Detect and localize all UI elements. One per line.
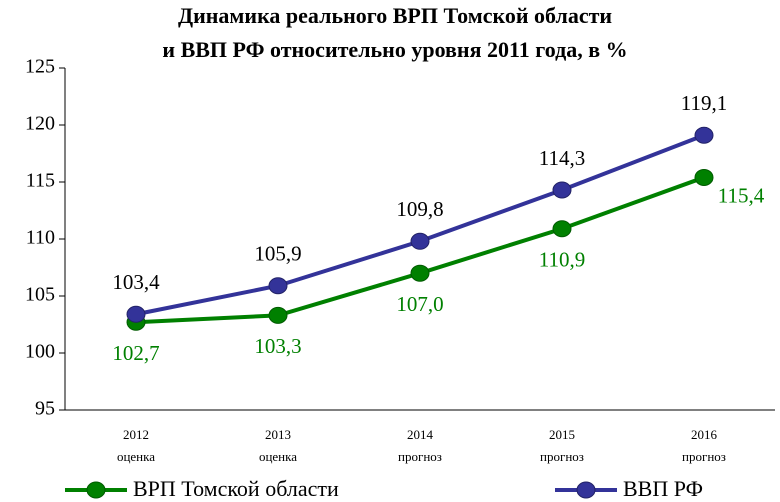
data-label: 103,4: [112, 270, 160, 294]
x-tick-label: 2015: [549, 427, 575, 442]
data-label: 119,1: [681, 91, 727, 115]
x-tick-label: прогноз: [682, 449, 726, 464]
y-tick-label: 120: [25, 113, 55, 135]
x-tick-label: оценка: [259, 449, 297, 464]
x-tick-label: прогноз: [398, 449, 442, 464]
point: [552, 220, 572, 238]
point: [268, 306, 288, 324]
y-tick-label: 115: [26, 170, 55, 192]
y-tick-label: 105: [25, 284, 55, 306]
x-tick-label: 2013: [265, 427, 291, 442]
data-label: 102,7: [112, 341, 159, 365]
chart-title: Динамика реального ВРП Томской области: [178, 3, 612, 28]
point: [694, 126, 714, 144]
point: [694, 168, 714, 186]
legend-label: ВВП РФ: [623, 476, 703, 501]
series-line: [135, 133, 705, 317]
point: [268, 277, 288, 295]
data-label: 110,9: [539, 248, 585, 272]
legend-marker: [576, 481, 596, 499]
data-label: 105,9: [254, 242, 301, 266]
data-label: 114,3: [539, 146, 585, 170]
x-tick-label: 2012: [123, 427, 149, 442]
data-label: 115,4: [718, 183, 765, 207]
y-tick-label: 100: [25, 341, 55, 363]
data-label: 103,3: [254, 334, 301, 358]
y-tick-label: 110: [26, 227, 55, 249]
point: [410, 232, 430, 250]
point: [552, 181, 572, 199]
legend-label: ВРП Томской области: [133, 476, 339, 501]
data-label: 107,0: [396, 292, 443, 316]
data-label: 109,8: [396, 197, 443, 221]
y-tick-label: 95: [35, 398, 55, 420]
chart-title: и ВВП РФ относительно уровня 2011 года, …: [162, 37, 627, 62]
x-tick-label: 2014: [407, 427, 434, 442]
point: [410, 264, 430, 282]
legend-marker: [86, 481, 106, 499]
x-tick-label: 2016: [691, 427, 718, 442]
point: [126, 305, 146, 323]
y-tick-label: 125: [25, 56, 55, 78]
x-tick-label: оценка: [117, 449, 155, 464]
x-tick-label: прогноз: [540, 449, 584, 464]
